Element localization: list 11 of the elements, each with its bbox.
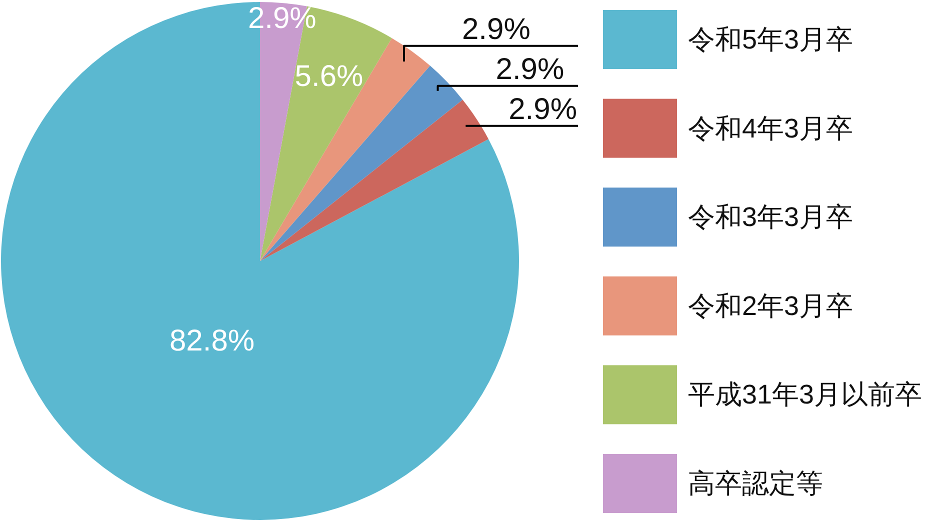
data-label: 82.8% bbox=[169, 324, 255, 358]
legend-label: 高卒認定等 bbox=[688, 468, 823, 498]
legend-label: 平成31年3月以前卒 bbox=[688, 380, 922, 410]
data-label: 2.9% bbox=[462, 12, 530, 46]
legend-label: 令和3年3月卒 bbox=[688, 202, 854, 232]
legend-label: 令和5年3月卒 bbox=[688, 24, 854, 54]
data-label: 2.9% bbox=[508, 92, 577, 126]
legend-label: 令和4年3月卒 bbox=[688, 113, 854, 144]
legend-label: 令和2年3月卒 bbox=[688, 290, 854, 321]
data-label: 5.6% bbox=[294, 60, 364, 94]
data-label: 2.9% bbox=[496, 52, 564, 86]
